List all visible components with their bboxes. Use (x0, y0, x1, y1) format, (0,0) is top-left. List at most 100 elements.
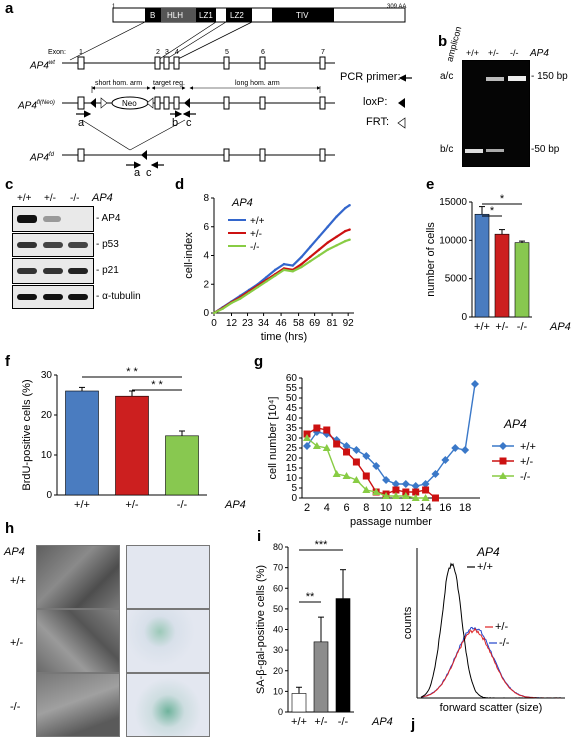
data-point (343, 448, 351, 456)
x-tick-label: 46 (276, 318, 288, 329)
micrograph-sagal-wt (126, 545, 210, 609)
data-point (342, 472, 351, 479)
y-tick-label: 55 (286, 383, 298, 394)
data-point (335, 244, 338, 247)
data-point (303, 434, 311, 441)
data-point (326, 241, 329, 244)
legend-label: -/- (520, 471, 531, 483)
bar-+/- (494, 233, 510, 318)
gene-label: AP4 (371, 716, 393, 728)
band-het-upper (486, 77, 504, 81)
blot-ap4 (12, 206, 94, 232)
legend-title: AP4 (231, 197, 253, 209)
y-tick-label: 70 (273, 563, 283, 573)
data-point (362, 486, 371, 493)
data-point (230, 301, 233, 305)
series-line--/- (213, 238, 350, 314)
x-tick-label: 14 (419, 502, 431, 514)
y-tick-label: 15000 (439, 197, 467, 208)
legend-label: +/- (250, 229, 262, 240)
x-tick-label: 18 (459, 502, 471, 514)
data-point (332, 470, 341, 477)
chart-f-brdu: 0 10 20 30 +/+ +/- -/- AP4 BrdU-positive cells (… (21, 366, 246, 511)
exon-6: 6 (261, 49, 265, 56)
data-point (300, 255, 303, 259)
x-tick-label: 12 (226, 318, 238, 329)
micro-gene-label: AP4 (4, 546, 25, 558)
category-label: -/- (177, 499, 188, 511)
data-point (352, 446, 361, 454)
y-tick-label: 0 (291, 493, 297, 504)
x-axis-label: time (hrs) (261, 331, 307, 343)
legend-label: +/- (495, 621, 508, 633)
gel-band-ac: a/c (440, 71, 454, 82)
data-point (317, 254, 321, 257)
y-tick-label: 4 (203, 251, 209, 262)
y-axis-label: SA-β-gal-positive cells (%) (255, 565, 267, 694)
data-point (348, 228, 351, 231)
x-tick-label: 81 (327, 318, 339, 329)
bar-+/+ (291, 693, 307, 713)
x-tick-label: 16 (439, 502, 451, 514)
panel-letter-f: f (5, 353, 10, 370)
y-tick-label: 50 (273, 604, 283, 614)
y-tick-label: 40 (273, 625, 283, 635)
category-label: +/- (125, 499, 138, 511)
data-point (372, 488, 381, 495)
data-point (282, 268, 286, 272)
significance-label: * (500, 193, 505, 205)
y-tick-label: 6 (203, 222, 209, 233)
blot-tubulin (12, 285, 94, 309)
protein-start: 1 (112, 4, 116, 10)
gene-label: AP4 (549, 321, 571, 333)
exon-label: Exon: (48, 49, 66, 56)
y-axis-label: cell number [10⁴] (267, 397, 279, 480)
data-point (309, 255, 312, 259)
data-point (274, 268, 277, 272)
legend-label: +/+ (477, 561, 493, 573)
exon-7: 7 (321, 49, 325, 56)
data-point (256, 285, 259, 289)
significance-label: * * (151, 379, 163, 391)
data-point (412, 488, 420, 496)
significance-label: * * (126, 366, 138, 378)
legend-label: -/- (499, 637, 510, 649)
y-tick-label: 40 (286, 413, 298, 424)
y-tick-label: 0 (278, 707, 283, 717)
x-tick-label: 6 (343, 502, 349, 514)
micro-row-het: +/- (10, 637, 24, 649)
data-point (499, 442, 507, 450)
gel-size-50: -50 bp (531, 144, 560, 155)
data-point (402, 488, 410, 496)
data-point (265, 280, 268, 283)
data-point (317, 248, 321, 251)
histogram-+/+ (420, 562, 562, 699)
data-point (303, 442, 311, 450)
data-point (326, 225, 329, 228)
bar--/- (165, 435, 199, 496)
x-axis-label: passage number (350, 516, 432, 528)
y-tick-label: 60 (273, 583, 283, 593)
primer-c-ko: c (146, 167, 152, 179)
y-tick-label: 0 (46, 490, 52, 501)
series-line-+/+ (213, 204, 351, 314)
blot-label-p21: - p21 (96, 265, 119, 276)
data-point (352, 476, 361, 483)
gel-lane-wt: +/+ (466, 48, 480, 58)
data-point (421, 494, 430, 501)
gene-schematic-svg (62, 7, 412, 169)
bar-+/+ (474, 213, 490, 318)
data-point (391, 480, 400, 488)
data-point (362, 452, 371, 460)
gel-gene-label: AP4 (530, 48, 549, 59)
bar-+/+ (65, 390, 99, 496)
category-label: -/- (517, 321, 528, 333)
data-point (362, 472, 370, 480)
legend-loxp: loxP: (363, 96, 388, 108)
y-tick-label: 30 (273, 645, 283, 655)
y-axis-label: counts (402, 606, 414, 639)
blot-lane-ko: -/- (70, 193, 80, 204)
y-tick-label: 30 (286, 433, 298, 444)
data-point (372, 462, 381, 470)
